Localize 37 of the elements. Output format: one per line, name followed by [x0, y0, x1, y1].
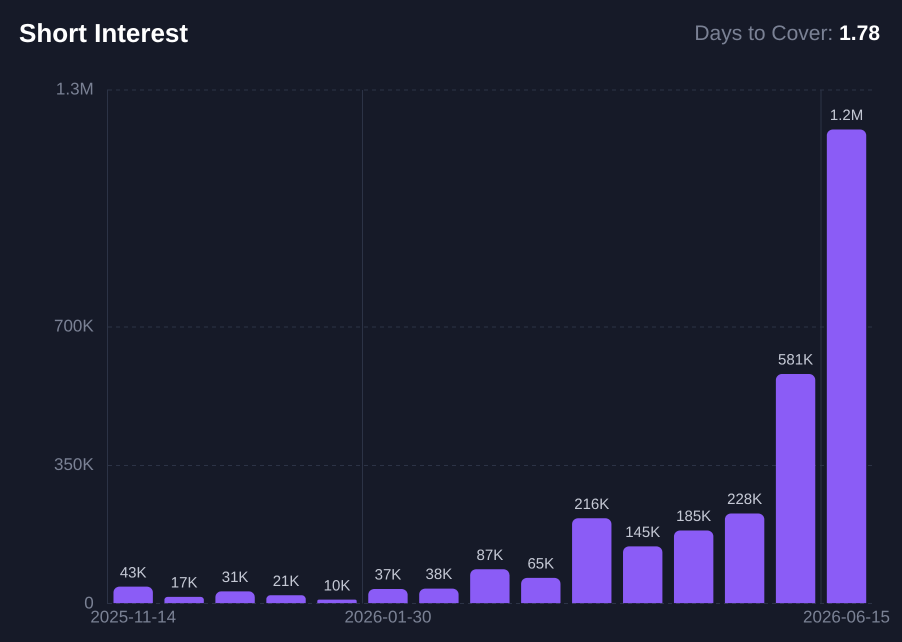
bar [113, 586, 153, 604]
data-label: 228K [727, 491, 762, 508]
y-tick-label: 1.3M [56, 80, 94, 99]
bar [572, 518, 612, 604]
data-label: 10K [324, 577, 350, 594]
x-tick-label: 2026-06-15 [803, 607, 890, 626]
data-label: 581K [778, 352, 814, 369]
data-label: 43K [120, 564, 147, 582]
bar [724, 514, 764, 604]
data-label: 37K [374, 566, 402, 584]
chart-title: Short Interest [19, 18, 188, 49]
x-tick-label: 2026-01-30 [344, 607, 432, 626]
data-label: 17K [170, 574, 198, 592]
bar [470, 569, 510, 604]
bar [776, 374, 816, 604]
data-label: 145K [625, 524, 660, 541]
y-tick-label: 350K [54, 455, 94, 474]
bar [215, 591, 255, 604]
data-label: 87K [476, 546, 504, 564]
data-label: 216K [574, 496, 610, 513]
data-label: 38K [426, 566, 452, 584]
data-label: 185K [676, 508, 712, 526]
bar [164, 596, 204, 604]
y-tick-label: 700K [54, 316, 94, 336]
bar [826, 130, 866, 604]
bar [317, 600, 357, 604]
bar [368, 588, 408, 604]
bar [674, 530, 714, 604]
chart-subtitle: Days to Cover: 1.78 [694, 22, 880, 46]
data-label: 31K [222, 568, 248, 586]
bar [623, 546, 662, 604]
bar [419, 588, 459, 604]
data-label: 65K [527, 556, 554, 573]
bar [521, 578, 560, 604]
data-label: 21K [272, 572, 300, 590]
bar [266, 595, 306, 604]
data-label: 1.2M [830, 107, 864, 124]
